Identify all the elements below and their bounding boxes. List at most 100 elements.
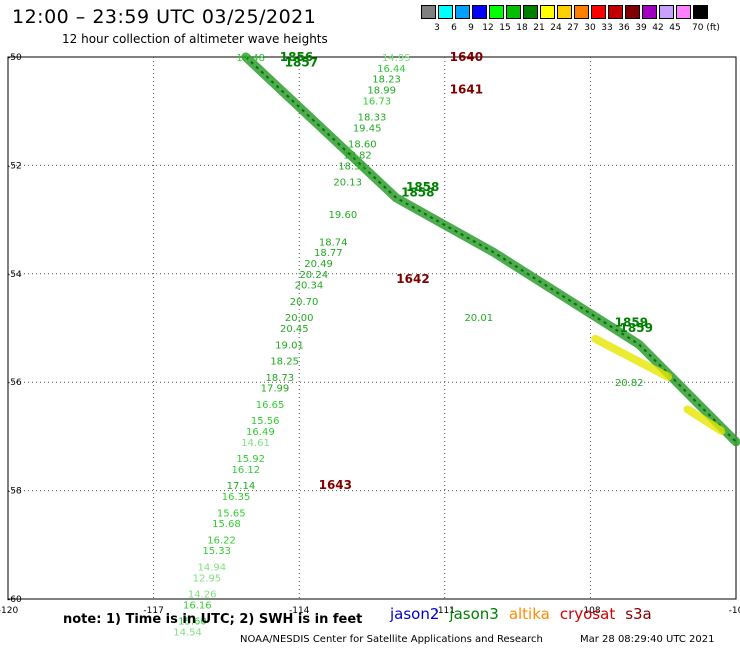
legend-label: 12 bbox=[482, 23, 494, 33]
swh-value-label: 15.33 bbox=[202, 546, 231, 557]
chart-title: 12:00 – 23:59 UTC 03/25/2021 bbox=[12, 6, 317, 28]
legend-swatch bbox=[523, 5, 538, 19]
legend-swatch bbox=[659, 5, 674, 19]
time-label: 1859 bbox=[615, 316, 648, 330]
legend-swatch bbox=[421, 5, 436, 19]
legend-swatch bbox=[574, 5, 589, 19]
swh-value-label: 16.49 bbox=[246, 427, 275, 438]
legend-swatch bbox=[608, 5, 623, 19]
swh-value-label: 14.54 bbox=[173, 628, 202, 639]
legend-swatch bbox=[438, 5, 453, 19]
swh-value-label: 14.94 bbox=[198, 562, 227, 573]
legend-label: 3 bbox=[434, 23, 440, 33]
high-swh-segment bbox=[683, 405, 726, 435]
legend-label: 15 bbox=[499, 23, 511, 33]
swh-value-label: 20.70 bbox=[290, 297, 319, 308]
satellite-label: altika bbox=[508, 605, 550, 623]
chart-subtitle: 12 hour collection of altimeter wave hei… bbox=[62, 32, 328, 46]
swh-value-label: 18.51 bbox=[338, 161, 367, 172]
y-tick-label: -50 bbox=[7, 53, 22, 63]
swh-value-label: 19.60 bbox=[329, 210, 358, 221]
y-tick-label: -52 bbox=[7, 161, 22, 171]
satellite-label: s3a bbox=[625, 605, 652, 623]
swh-value-label: 15.68 bbox=[212, 519, 241, 530]
swh-value-label: 18.73 bbox=[265, 373, 294, 384]
legend-label: 39 bbox=[635, 23, 647, 33]
legend-swatch bbox=[591, 5, 606, 19]
swh-value-label: 12.95 bbox=[193, 573, 222, 584]
legend-swatch bbox=[557, 5, 572, 19]
legend-swatch bbox=[642, 5, 657, 19]
legend-label: 9 bbox=[468, 23, 474, 33]
time-label: 1643 bbox=[319, 478, 352, 492]
legend-label: 36 bbox=[618, 23, 630, 33]
time-label: 1858 bbox=[401, 186, 434, 200]
legend-label: 30 bbox=[584, 23, 596, 33]
swh-value-label: 15.60 bbox=[178, 617, 207, 628]
grid-lines bbox=[7, 56, 737, 600]
swh-value-label: 17.14 bbox=[227, 481, 256, 492]
swh-value-label: 16.12 bbox=[231, 465, 260, 476]
swh-value-label: 20.00 bbox=[285, 313, 314, 324]
units-note: note: 1) Time is in UTC; 2) SWH is in fe… bbox=[63, 612, 363, 627]
jason3-track-ticks bbox=[245, 56, 737, 443]
time-label: 1641 bbox=[450, 83, 483, 97]
time-label: 1859 bbox=[620, 321, 653, 335]
swh-value-label: 14.26 bbox=[188, 590, 217, 601]
swh-value-label: 15.92 bbox=[236, 454, 265, 465]
swh-value-label: 18.74 bbox=[319, 237, 348, 248]
time-label: 1642 bbox=[396, 272, 429, 286]
swh-value-label: 20.01 bbox=[464, 313, 493, 324]
satellite-label: cryosat bbox=[559, 605, 616, 623]
legend-label: 45 bbox=[669, 23, 681, 33]
legend-swatch bbox=[676, 5, 691, 19]
swh-value-label: 14.95 bbox=[382, 53, 411, 64]
y-tick-label: -54 bbox=[7, 270, 22, 280]
legend-swatch bbox=[540, 5, 555, 19]
swh-value-label: 20.82 bbox=[615, 378, 644, 389]
legend-label: 24 bbox=[550, 23, 562, 33]
legend-swatch bbox=[472, 5, 487, 19]
satellite-label: jason3 bbox=[449, 605, 499, 623]
legend-label: 33 bbox=[601, 23, 613, 33]
swh-value-label: 15.65 bbox=[217, 508, 246, 519]
footer-timestamp: Mar 28 08:29:40 UTC 2021 bbox=[580, 634, 715, 645]
swh-value-label: 18.60 bbox=[348, 140, 377, 151]
x-tick-label: -117 bbox=[143, 606, 163, 616]
footer-credit: NOAA/NESDIS Center for Satellite Applica… bbox=[240, 634, 543, 645]
swh-value-label: 16.44 bbox=[377, 64, 406, 75]
swh-value-label: 18.25 bbox=[270, 357, 299, 368]
legend-label: 27 bbox=[567, 23, 579, 33]
legend-swatch bbox=[693, 5, 708, 19]
swh-value-label: 18.23 bbox=[372, 75, 401, 86]
x-tick-label: -10 bbox=[729, 606, 740, 616]
legend-label: 70 (ft) bbox=[692, 23, 720, 33]
swh-value-label: 17.99 bbox=[261, 384, 290, 395]
y-tick-label: -60 bbox=[7, 595, 22, 605]
legend-label: 42 bbox=[652, 23, 664, 33]
track-lines bbox=[241, 52, 740, 447]
swh-value-label: 18.99 bbox=[367, 86, 396, 97]
swh-value-label: 17.48 bbox=[236, 53, 265, 64]
swh-value-label: 20.34 bbox=[295, 281, 324, 292]
swh-value-label: 16.16 bbox=[183, 600, 212, 611]
swh-value-label: 14.61 bbox=[241, 438, 270, 449]
swh-value-label: 20.49 bbox=[304, 259, 333, 270]
swh-value-label: 18.77 bbox=[314, 248, 343, 259]
swh-value-label: 16.35 bbox=[222, 492, 251, 503]
time-label: 1857 bbox=[285, 55, 318, 69]
plot-frame bbox=[7, 56, 737, 600]
axis-ticks: -120 -117 -114 -111 -108 -10 -50 -52 -54 -56 -58 -6… bbox=[0, 53, 740, 616]
satellite-legend: jason2 jason3 altika cryosat s3a bbox=[390, 605, 662, 623]
time-label: 1640 bbox=[450, 50, 483, 64]
legend-label: 6 bbox=[451, 23, 457, 33]
x-tick-label: -114 bbox=[289, 606, 310, 616]
swh-value-label: 19.45 bbox=[353, 123, 382, 134]
time-label: 1858 bbox=[406, 180, 439, 194]
legend-label: 18 bbox=[516, 23, 528, 33]
high-swh-segment bbox=[591, 334, 673, 381]
swh-value-label: 16.65 bbox=[256, 400, 285, 411]
legend-swatch bbox=[625, 5, 640, 19]
